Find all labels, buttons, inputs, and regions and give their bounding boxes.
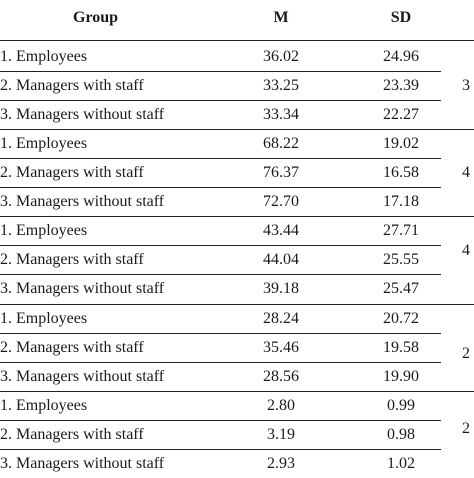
cell-m: 28.56 xyxy=(263,368,299,385)
table-row: 1. Employees 43.44 27.71 4 xyxy=(0,216,474,259)
cell-sd: 25.55 xyxy=(383,251,419,268)
cell-sd: 24.96 xyxy=(383,48,419,65)
cell-m: 28.24 xyxy=(263,310,299,327)
cell-m: 68.22 xyxy=(263,135,299,152)
cell-group: 2. Managers with staff xyxy=(0,164,144,181)
table-row: 1. Employees 2.80 0.99 xyxy=(0,391,474,420)
cell-group: 2. Managers with staff xyxy=(0,251,144,268)
cell-m: 36.02 xyxy=(263,48,299,65)
table-row: 2. Managers with staff 3.19 0.98 2 xyxy=(0,420,474,449)
cell-m: 3.19 xyxy=(267,426,295,443)
cell-m: 39.18 xyxy=(263,280,299,297)
cell-group: 1. Employees xyxy=(0,48,88,65)
row-rule xyxy=(0,362,441,363)
row-rule xyxy=(0,187,441,188)
cell-sd: 0.99 xyxy=(387,397,415,414)
table-row: 2. Managers with staff 76.37 16.58 4 xyxy=(0,158,474,187)
table-header-row: Group M SD xyxy=(0,3,474,32)
cell-sd: 22.27 xyxy=(383,106,419,123)
cell-sd: 19.90 xyxy=(383,368,419,385)
cell-m: 43.44 xyxy=(263,222,299,239)
cell-group: 3. Managers without staff xyxy=(0,193,165,210)
cell-sd: 19.58 xyxy=(383,339,419,356)
table-row: 3. Managers without staff 39.18 25.47 xyxy=(0,274,474,303)
table-row: 3. Managers without staff 2.93 1.02 xyxy=(0,449,474,478)
header-m: M xyxy=(273,9,289,26)
cell-group: 1. Employees xyxy=(0,135,88,152)
cell-extra: 4 xyxy=(462,164,470,181)
cell-m: 76.37 xyxy=(263,164,299,181)
table-row: 3. Managers without staff 28.56 19.90 xyxy=(0,362,474,391)
block-rule xyxy=(0,129,474,130)
cell-sd: 19.02 xyxy=(383,135,419,152)
block-rule xyxy=(0,216,474,217)
table-row: 1. Employees 68.22 19.02 xyxy=(0,129,474,158)
table-row: 1. Employees 36.02 24.96 xyxy=(0,42,474,71)
block-rule xyxy=(0,304,474,305)
cell-m: 44.04 xyxy=(263,251,299,268)
row-rule xyxy=(0,449,441,450)
cell-m: 72.70 xyxy=(263,193,299,210)
cell-m: 33.34 xyxy=(263,106,299,123)
table-row: 2. Managers with staff 33.25 23.39 3 xyxy=(0,71,474,100)
cell-sd: 20.72 xyxy=(383,310,419,327)
cell-group: 1. Employees xyxy=(0,222,88,239)
cell-extra: 4 xyxy=(462,242,470,259)
cell-group: 3. Managers without staff xyxy=(0,106,165,123)
cell-m: 33.25 xyxy=(263,77,299,94)
cell-m: 2.93 xyxy=(267,455,295,472)
cell-group: 2. Managers with staff xyxy=(0,339,144,356)
table-row: 3. Managers without staff 72.70 17.18 xyxy=(0,187,474,216)
row-rule xyxy=(0,158,441,159)
cell-sd: 23.39 xyxy=(383,77,419,94)
cell-sd: 16.58 xyxy=(383,164,419,181)
cell-sd: 0.98 xyxy=(387,426,415,443)
cell-extra: 2 xyxy=(462,420,470,437)
cell-sd: 17.18 xyxy=(383,193,419,210)
row-rule xyxy=(0,333,441,334)
table-row: 1. Employees 28.24 20.72 xyxy=(0,304,474,333)
row-rule xyxy=(0,71,441,72)
cell-group: 2. Managers with staff xyxy=(0,426,144,443)
table-row: 2. Managers with staff 35.46 19.58 2 xyxy=(0,333,474,362)
cell-group: 1. Employees xyxy=(0,310,88,327)
table-row: 2. Managers with staff 44.04 25.55 xyxy=(0,245,474,274)
cell-extra: 2 xyxy=(462,345,470,362)
row-rule xyxy=(0,245,441,246)
table-row: 3. Managers without staff 33.34 22.27 xyxy=(0,100,474,129)
cell-group: 3. Managers without staff xyxy=(0,455,165,472)
row-rule xyxy=(0,420,441,421)
cell-m: 35.46 xyxy=(263,339,299,356)
header-rule xyxy=(0,40,474,41)
header-sd: SD xyxy=(390,9,412,26)
cell-sd: 25.47 xyxy=(383,280,419,297)
cell-m: 2.80 xyxy=(267,397,295,414)
cell-group: 1. Employees xyxy=(0,397,88,414)
cell-group: 3. Managers without staff xyxy=(0,368,165,385)
cell-sd: 27.71 xyxy=(383,222,419,239)
block-rule xyxy=(0,391,474,392)
row-rule xyxy=(0,274,441,275)
cell-sd: 1.02 xyxy=(387,455,415,472)
row-rule xyxy=(0,100,441,101)
cell-group: 3. Managers without staff xyxy=(0,280,165,297)
header-group: Group xyxy=(73,9,119,26)
cell-group: 2. Managers with staff xyxy=(0,77,144,94)
cell-extra: 3 xyxy=(462,77,470,94)
